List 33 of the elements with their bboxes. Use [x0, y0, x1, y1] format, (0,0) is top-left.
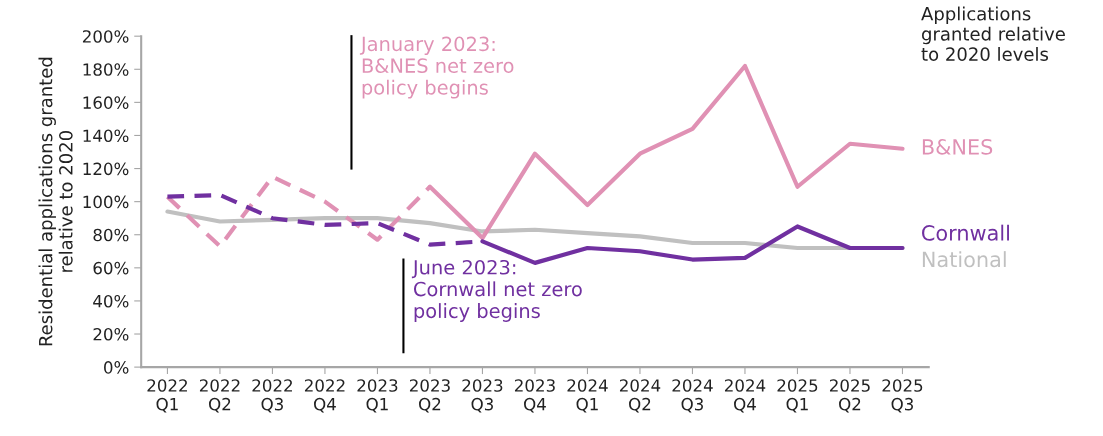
x-tick-label: 2022 Q3: [252, 379, 292, 413]
x-tick-label: 2022 Q4: [304, 379, 345, 413]
annotation: June 2023: Cornwall net zero policy begins: [411, 259, 582, 322]
y-tick-label: 100%: [83, 195, 129, 209]
y-axis-title: Residential applications granted relative to 2020: [38, 57, 73, 346]
x-tick-label: 2024 Q3: [672, 379, 713, 413]
y-tick-label: 80%: [93, 228, 129, 242]
y-tick-label: 200%: [82, 30, 129, 43]
annotation: January 2023: B&NES net zero policy begins: [359, 36, 514, 99]
y-tick-label: 20%: [93, 327, 129, 341]
x-tick-label: 2024 Q2: [619, 379, 661, 413]
series-label: National: [922, 251, 1006, 268]
x-tick-label: 2025 Q1: [777, 379, 818, 413]
x-tick-label: 2023 Q3: [462, 379, 503, 413]
series-label: B&NES: [922, 138, 993, 155]
x-tick-label: 2025 Q2: [829, 379, 870, 413]
x-tick-label: 2024 Q1: [567, 379, 608, 413]
x-tick-label: 2024 Q4: [724, 379, 766, 413]
x-tick-label: 2022 Q2: [199, 379, 240, 413]
x-tick-label: 2023 Q2: [409, 379, 450, 413]
y-tick-label: 0%: [104, 361, 129, 374]
y-tick-label: 120%: [83, 162, 129, 176]
annotation: Applications granted relative to 2020 levels: [921, 6, 1065, 61]
y-tick-label: 60%: [93, 261, 129, 275]
y-tick-label: 140%: [83, 129, 129, 143]
y-tick-label: 180%: [83, 63, 129, 76]
x-tick-label: 2022 Q1: [147, 379, 187, 413]
series-label: Cornwall: [922, 224, 1009, 241]
y-tick-label: 160%: [83, 96, 129, 109]
y-tick-label: 40%: [93, 294, 129, 308]
x-tick-label: 2023 Q1: [357, 379, 398, 413]
x-tick-label: 2023 Q4: [514, 379, 555, 413]
x-tick-label: 2025 Q3: [882, 379, 923, 413]
